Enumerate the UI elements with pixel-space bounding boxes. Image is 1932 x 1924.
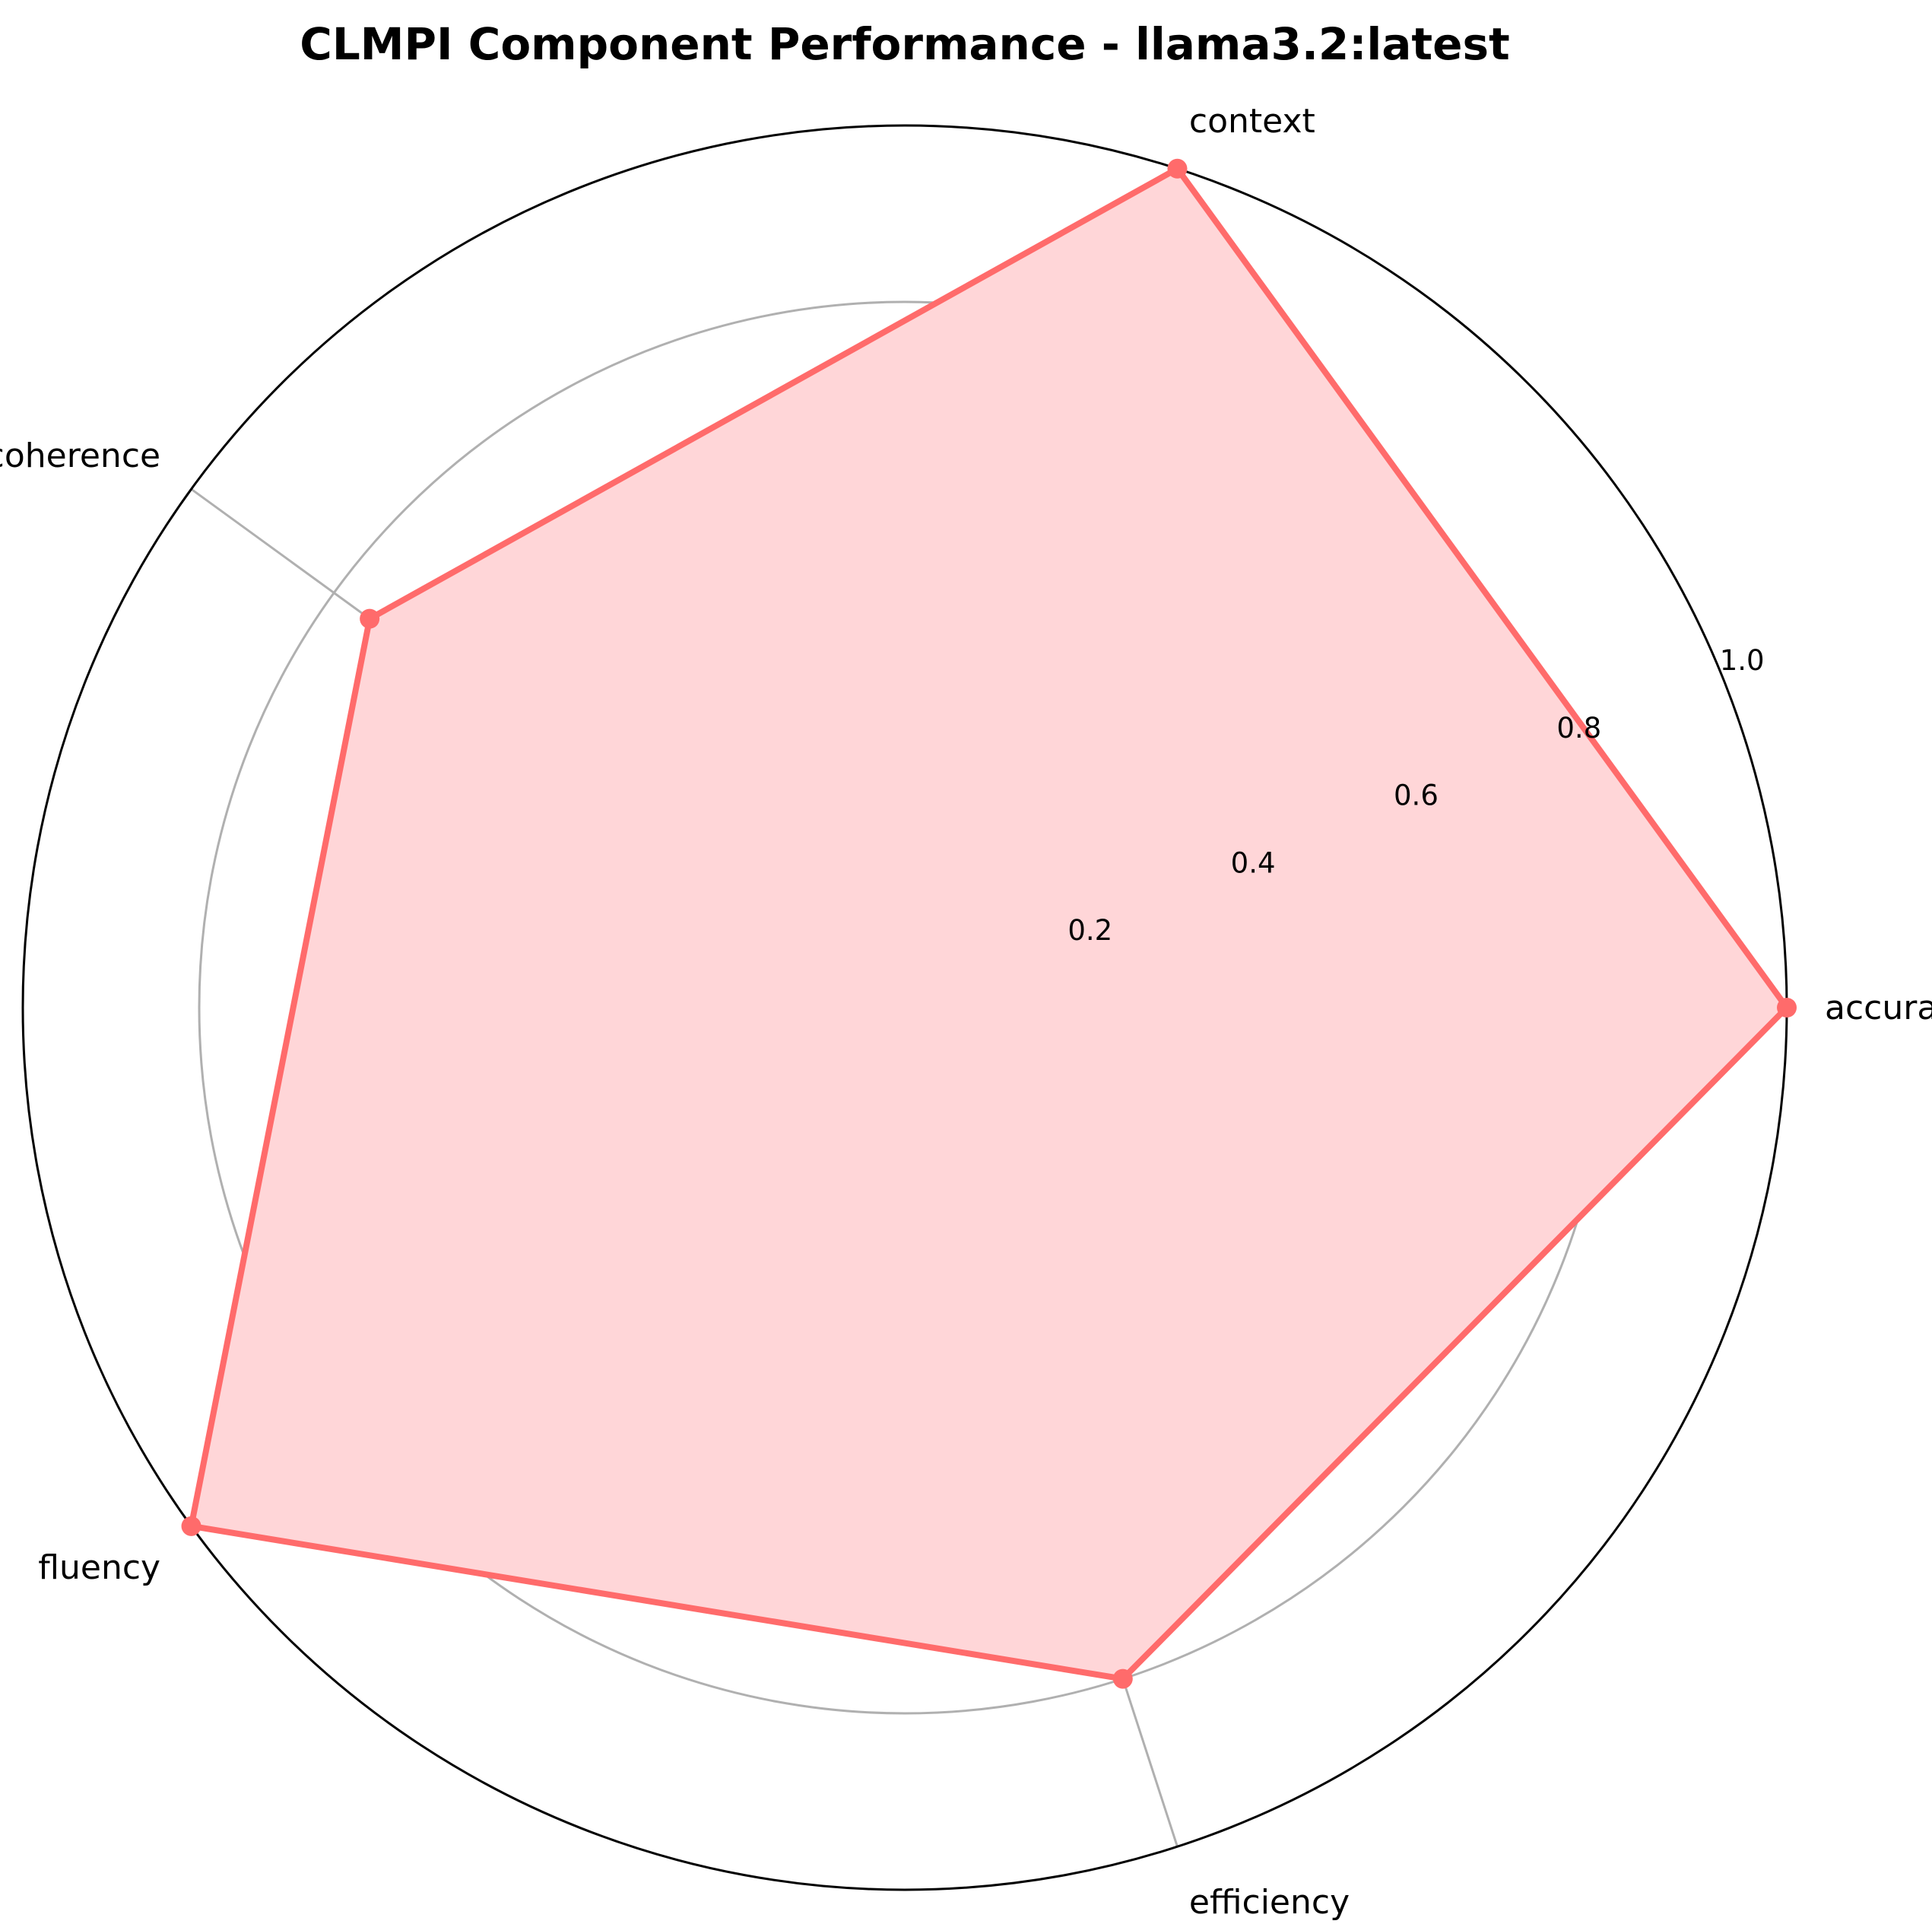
- axis-label-efficiency: efficiency: [1189, 1883, 1350, 1921]
- data-point-fluency: [181, 1516, 201, 1536]
- r-tick-label-0.4: 0.4: [1231, 846, 1276, 879]
- axis-label-fluency: fluency: [38, 1548, 160, 1587]
- series-fill: [191, 168, 1787, 1679]
- r-tick-label-0.2: 0.2: [1068, 914, 1112, 947]
- axis-label-coherence: coherence: [0, 437, 160, 475]
- r-tick-label-1.0: 1.0: [1720, 644, 1765, 677]
- data-point-coherence: [360, 608, 380, 629]
- r-tick-label-0.6: 0.6: [1394, 779, 1439, 812]
- data-point-efficiency: [1112, 1668, 1133, 1689]
- data-layer: [181, 158, 1797, 1689]
- r-tick-label-0.8: 0.8: [1556, 712, 1601, 745]
- chart-title: CLMPI Component Performance - llama3.2:l…: [300, 18, 1510, 70]
- axis-label-accuracy: accuracy: [1825, 989, 1932, 1027]
- data-point-accuracy: [1777, 998, 1797, 1018]
- series-line: [187, 164, 1791, 1682]
- axis-label-context: context: [1189, 102, 1315, 141]
- data-point-context: [1167, 158, 1188, 179]
- label-layer: 0.2 0.4 0.6 0.8 1.0 accuracy context coherence f…: [0, 102, 1932, 1922]
